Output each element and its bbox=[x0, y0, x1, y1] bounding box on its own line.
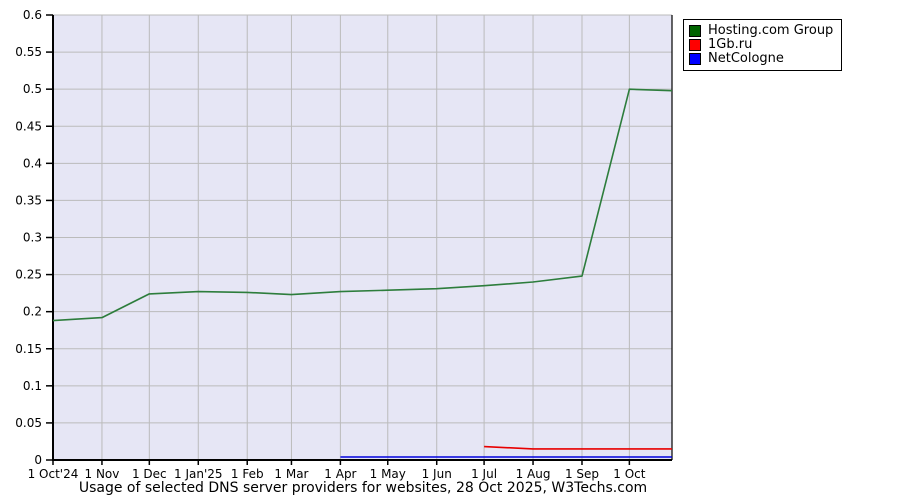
x-tick-label: 1 Aug bbox=[516, 467, 551, 481]
y-tick-label: 0.6 bbox=[23, 8, 42, 22]
y-tick-label: 0.25 bbox=[15, 268, 42, 282]
legend-swatch-hosting-com-group bbox=[689, 25, 701, 37]
y-tick-label: 0.4 bbox=[23, 156, 42, 170]
x-tick-label: 1 May bbox=[370, 467, 406, 481]
y-tick-label: 0.1 bbox=[23, 379, 42, 393]
x-tick-label: 1 Nov bbox=[85, 467, 120, 481]
y-tick-label: 0 bbox=[34, 453, 42, 467]
legend-swatch-netcologne bbox=[689, 53, 701, 65]
legend-item: NetCologne bbox=[689, 52, 837, 66]
y-tick-label: 0.55 bbox=[15, 45, 42, 59]
y-tick-label: 0.15 bbox=[15, 342, 42, 356]
legend-swatch-1gb-ru bbox=[689, 39, 701, 51]
legend-label: NetCologne bbox=[708, 51, 784, 66]
x-tick-label: 1 Sep bbox=[565, 467, 599, 481]
x-tick-label: 1 Jun bbox=[422, 467, 452, 481]
y-tick-label: 0.45 bbox=[15, 119, 42, 133]
legend-item: 1Gb.ru bbox=[689, 38, 837, 52]
x-tick-label: 1 Jan'25 bbox=[174, 467, 223, 481]
legend-item: Hosting.com Group bbox=[689, 24, 837, 38]
x-tick-label: 1 Dec bbox=[132, 467, 167, 481]
x-tick-label: 1 Oct bbox=[613, 467, 645, 481]
x-tick-label: 1 Oct'24 bbox=[28, 467, 79, 481]
y-tick-label: 0.05 bbox=[15, 416, 42, 430]
x-tick-label: 1 Apr bbox=[324, 467, 356, 481]
legend-label: 1Gb.ru bbox=[708, 37, 753, 52]
y-tick-label: 0.35 bbox=[15, 193, 42, 207]
y-tick-label: 0.2 bbox=[23, 305, 42, 319]
x-tick-label: 1 Jul bbox=[471, 467, 497, 481]
x-tick-label: 1 Mar bbox=[274, 467, 308, 481]
legend: Hosting.com Group 1Gb.ru NetCologne bbox=[683, 19, 842, 71]
series-line-1gb-ru bbox=[484, 445, 672, 450]
series-line-hosting-com-group bbox=[52, 88, 673, 322]
legend-label: Hosting.com Group bbox=[708, 23, 834, 38]
y-tick-label: 0.3 bbox=[23, 231, 42, 245]
chart-title: Usage of selected DNS server providers f… bbox=[78, 480, 648, 496]
x-tick-label: 1 Feb bbox=[231, 467, 264, 481]
y-tick-label: 0.5 bbox=[23, 82, 42, 96]
